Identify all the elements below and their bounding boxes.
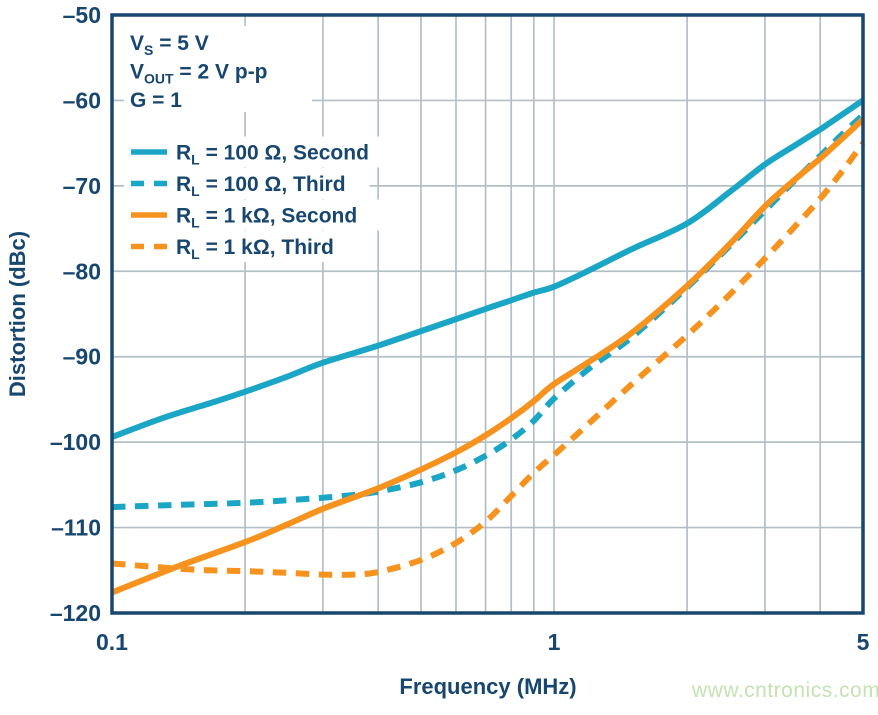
legend-label: RL = 100 Ω, Third bbox=[176, 173, 346, 199]
legend-item: RL = 1 kΩ, Second bbox=[124, 199, 382, 231]
curve-rl-1-kohm-second bbox=[110, 117, 866, 596]
x-tick-label: 0.1 bbox=[96, 629, 128, 655]
legend-item: RL = 1 kΩ, Third bbox=[124, 231, 358, 262]
y-tick-label: –90 bbox=[63, 344, 101, 370]
legend-item-bg bbox=[124, 136, 393, 168]
data-curves bbox=[110, 97, 866, 596]
y-tick-label: –60 bbox=[63, 87, 101, 113]
legend: RL = 100 Ω, Second RL = 100 Ω, Third RL = … bbox=[124, 136, 393, 262]
legend-label: RL = 1 kΩ, Second bbox=[176, 205, 357, 231]
y-tick-label: –50 bbox=[63, 2, 101, 28]
y-tick-label: –100 bbox=[50, 429, 101, 455]
x-tick-label: 5 bbox=[857, 629, 870, 655]
legend-label: RL = 100 Ω, Second bbox=[176, 142, 369, 168]
annotation-bg bbox=[124, 26, 312, 112]
x-axis-label: Frequency (MHz) bbox=[399, 674, 576, 699]
y-tick-label: –110 bbox=[51, 515, 101, 541]
y-tick-label: –80 bbox=[63, 258, 101, 284]
plot-frame bbox=[110, 13, 865, 615]
annotation-line: VOUT = 2 V p-p bbox=[130, 61, 268, 87]
y-axis-label: Distortion (dBc) bbox=[5, 231, 30, 397]
y-tick-label: –70 bbox=[63, 173, 101, 199]
legend-label: RL = 1 kΩ, Third bbox=[176, 236, 334, 262]
watermark: www.cntronics.com bbox=[692, 679, 878, 702]
annotation-line: VS = 5 V bbox=[130, 32, 209, 58]
axis-tick-labels: –50 –60 –70 –80 –90 –100 –110 –120 0.1 1 5 bbox=[50, 2, 870, 655]
y-tick-label: –120 bbox=[50, 600, 101, 626]
curve-rl-100-ohm-third bbox=[111, 112, 866, 511]
curve-rl-100-ohm-second bbox=[110, 97, 865, 440]
legend-item: RL = 100 Ω, Third bbox=[124, 168, 370, 199]
x-tick-label: 1 bbox=[548, 629, 561, 655]
conditions-annotation: VS = 5 V VOUT = 2 V p-pG = 1 bbox=[124, 26, 312, 112]
curve-rl-1-kohm-third bbox=[111, 141, 866, 578]
annotation-line: G = 1 bbox=[130, 89, 182, 112]
legend-item: RL = 100 Ω, Second bbox=[124, 136, 393, 168]
